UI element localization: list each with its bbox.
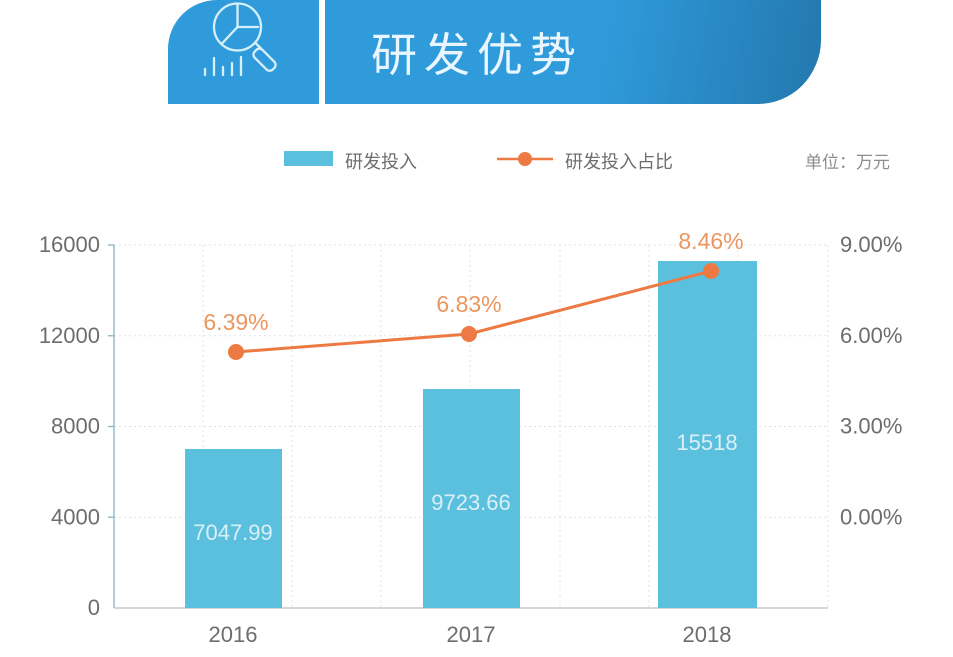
svg-text:7047.99: 7047.99: [193, 520, 273, 545]
svg-text:9723.66: 9723.66: [431, 490, 511, 515]
svg-text:2017: 2017: [447, 622, 496, 647]
svg-text:8.46%: 8.46%: [678, 228, 743, 254]
svg-text:0.00%: 0.00%: [840, 504, 902, 529]
svg-text:6.83%: 6.83%: [436, 291, 501, 317]
svg-text:15518: 15518: [676, 430, 737, 455]
svg-text:6.39%: 6.39%: [203, 309, 268, 335]
svg-text:6.00%: 6.00%: [840, 323, 902, 348]
svg-text:2018: 2018: [683, 622, 732, 647]
svg-text:4000: 4000: [51, 504, 100, 529]
svg-text:12000: 12000: [39, 323, 100, 348]
svg-text:9.00%: 9.00%: [840, 232, 902, 257]
svg-text:0: 0: [88, 595, 100, 620]
svg-text:2016: 2016: [209, 622, 258, 647]
svg-text:8000: 8000: [51, 414, 100, 439]
svg-text:16000: 16000: [39, 232, 100, 257]
svg-text:3.00%: 3.00%: [840, 414, 902, 439]
